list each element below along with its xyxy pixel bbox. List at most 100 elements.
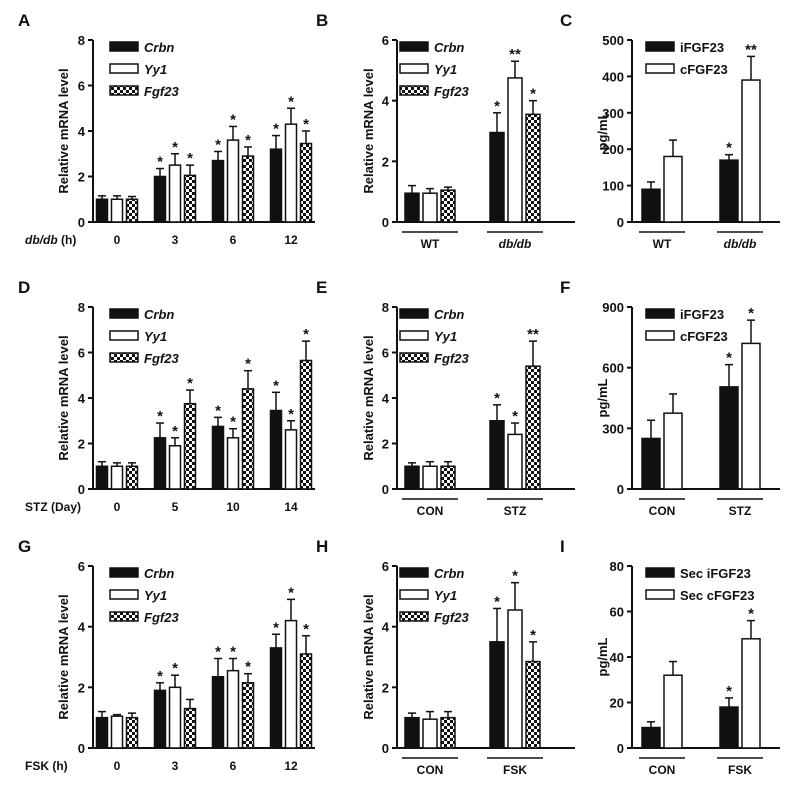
y-tick-label: 0 xyxy=(382,215,389,230)
significance-mark: * xyxy=(172,660,178,677)
y-tick-label: 8 xyxy=(78,33,85,48)
y-axis-label: Relative mRNA level xyxy=(361,68,376,193)
bar-fgf23 xyxy=(299,359,313,490)
significance-mark: * xyxy=(187,150,193,167)
bar-fgf23 xyxy=(525,365,541,490)
y-tick-label: 0 xyxy=(382,482,389,497)
legend-label: Crbn xyxy=(144,566,174,581)
bar-yy1 xyxy=(422,465,438,490)
y-tick-label: 300 xyxy=(602,421,624,436)
x-tick-label: CON xyxy=(417,763,444,777)
y-tick-label: 600 xyxy=(602,361,624,376)
y-tick-label: 400 xyxy=(602,69,624,84)
legend-swatch xyxy=(399,567,429,578)
significance-mark: * xyxy=(303,326,309,343)
bar-yy1 xyxy=(507,609,523,749)
y-tick-label: 4 xyxy=(382,94,390,109)
significance-mark: * xyxy=(288,406,294,423)
y-axis-label: pg/mL xyxy=(595,637,610,676)
panel-letter: B xyxy=(316,11,328,30)
panel-letter: C xyxy=(560,11,572,30)
legend-label: Yy1 xyxy=(144,588,167,603)
y-tick-label: 300 xyxy=(602,106,624,121)
x-tick-label: 6 xyxy=(230,233,237,247)
bar-yy1 xyxy=(284,123,298,223)
x-axis-label: db/db (h) xyxy=(25,233,76,247)
significance-mark: * xyxy=(303,621,309,638)
y-axis-label: Relative mRNA level xyxy=(56,68,71,193)
y-tick-label: 0 xyxy=(617,741,624,756)
bar-sec-cfgf23 xyxy=(663,674,683,749)
y-tick-label: 0 xyxy=(78,482,85,497)
bar-crbn xyxy=(211,159,225,223)
significance-mark: * xyxy=(172,139,178,156)
legend-swatch xyxy=(109,330,139,341)
y-tick-label: 6 xyxy=(78,346,85,361)
significance-mark: * xyxy=(230,111,236,128)
bar-fgf23 xyxy=(440,716,456,749)
legend-label: Crbn xyxy=(144,40,174,55)
bar-fgf23 xyxy=(125,716,139,749)
bar-fgf23 xyxy=(241,682,255,749)
y-axis-label: Relative mRNA level xyxy=(361,335,376,460)
bar-fgf23 xyxy=(125,198,139,223)
significance-mark: * xyxy=(273,121,279,138)
panel-letter: A xyxy=(18,11,30,30)
legend-swatch xyxy=(399,330,429,341)
y-tick-label: 100 xyxy=(602,179,624,194)
y-tick-label: 6 xyxy=(78,79,85,94)
y-tick-label: 2 xyxy=(78,437,85,452)
significance-mark: * xyxy=(230,644,236,661)
legend-swatch xyxy=(399,85,429,96)
bar-fgf23 xyxy=(299,653,313,749)
panel-letter: H xyxy=(316,537,328,556)
bar-ifgf23 xyxy=(641,188,661,223)
x-tick-label: CON xyxy=(417,504,444,518)
legend-swatch xyxy=(109,41,139,52)
y-tick-label: 6 xyxy=(78,559,85,574)
y-tick-label: 2 xyxy=(78,170,85,185)
bar-yy1 xyxy=(168,445,182,490)
y-tick-label: 6 xyxy=(382,346,389,361)
legend-label: Crbn xyxy=(144,307,174,322)
bar-crbn xyxy=(95,198,109,223)
legend-label: Sec cFGF23 xyxy=(680,588,754,603)
bar-fgf23 xyxy=(440,465,456,490)
x-tick-label: 10 xyxy=(226,500,240,514)
significance-mark: * xyxy=(172,423,178,440)
bar-fgf23 xyxy=(440,189,456,223)
bar-crbn xyxy=(269,647,283,749)
legend-label: Fgf23 xyxy=(144,84,179,99)
bar-crbn xyxy=(95,716,109,749)
panel-letter: G xyxy=(18,537,31,556)
legend-swatch xyxy=(399,41,429,52)
panel-c: C0100200300400500pg/mLWT***db/dbiFGF23cF… xyxy=(560,11,780,251)
y-tick-label: 4 xyxy=(78,391,86,406)
panel-a: A 0 2 4 6 8 Relative mRNA level 0 * * * 3 * * * 6 * * * 12 d… xyxy=(18,11,315,247)
panel-d: D 0 2 4 6 8 Relative mRNA level 0 * * * 5 * * * 10 * * * 14… xyxy=(18,278,315,514)
bar-crbn xyxy=(489,420,505,490)
significance-mark: * xyxy=(530,627,536,644)
x-tick-label: STZ xyxy=(504,504,527,518)
bar-sec-ifgf23 xyxy=(719,706,739,749)
y-tick-label: 200 xyxy=(602,142,624,157)
legend-swatch xyxy=(645,63,675,74)
legend-label: Yy1 xyxy=(144,329,167,344)
x-tick-label: FSK xyxy=(503,763,527,777)
panel-i: I 0 20 40 60 80 pg/mL CON * * FSK Sec iFGF23 Sec cFG… xyxy=(560,537,780,777)
legend-label: Fgf23 xyxy=(144,610,179,625)
legend-swatch xyxy=(109,63,139,74)
bar-yy1 xyxy=(422,192,438,223)
x-axis-label: STZ (Day) xyxy=(25,500,81,514)
significance-mark: * xyxy=(726,140,732,157)
bar-yy1 xyxy=(284,429,298,490)
bar-yy1 xyxy=(422,718,438,749)
bar-cfgf23 xyxy=(741,79,761,223)
legend-swatch xyxy=(645,330,675,341)
legend-swatch xyxy=(109,611,139,622)
panel-f: F 0 300 600 900 pg/mL CON * * STZ iFGF23 cFGF23 xyxy=(560,278,780,518)
x-tick-label: 12 xyxy=(284,759,298,773)
bar-crbn xyxy=(489,131,505,223)
